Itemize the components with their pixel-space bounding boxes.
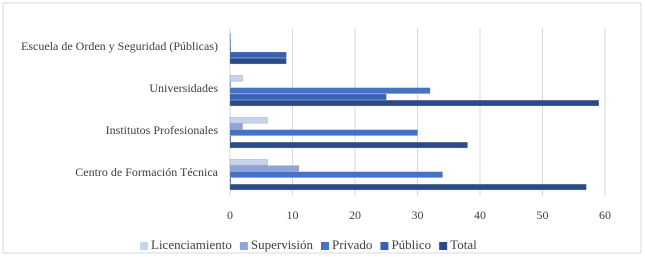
bar [229,171,443,178]
legend-swatch [380,242,389,250]
y-tick-label: Universidades [149,81,218,95]
x-tick-label: 50 [537,208,549,222]
y-tick-label: Institutos Profesionales [106,123,219,137]
legend-label: Total [450,237,477,252]
bar [229,39,231,46]
legend-swatch [320,242,329,250]
bar [229,87,431,94]
legend-label: Licenciamiento [151,237,232,252]
bar [229,142,468,149]
chart-border [2,2,642,254]
bar [229,81,231,88]
legend-label: Público [391,237,431,252]
bar [229,159,268,166]
y-tick-label: Escuela de Orden y Seguridad (Públicas) [21,39,218,53]
bar [229,58,287,65]
legend-swatch [239,242,248,250]
bar [229,33,231,40]
legend-label: Privado [332,237,372,252]
bar [229,93,387,100]
bar [229,177,231,184]
legend-swatch [140,242,148,250]
bar [229,75,243,82]
legend-label: Supervisión [251,237,314,252]
x-tick-label: 30 [412,208,424,222]
bar [229,45,231,52]
x-tick-label: 0 [227,208,233,222]
legend-swatch [439,242,448,250]
bar [229,123,243,130]
bar [229,135,231,142]
bar [229,129,418,136]
bar [229,51,287,58]
x-tick-label: 40 [474,208,486,222]
bar [229,165,299,172]
bar [229,100,599,107]
x-tick-label: 10 [287,208,299,222]
bar [229,117,268,124]
x-tick-label: 20 [349,208,361,222]
y-tick-label: Centro de Formación Técnica [75,165,218,179]
bar [229,184,587,191]
x-tick-label: 60 [599,208,611,222]
